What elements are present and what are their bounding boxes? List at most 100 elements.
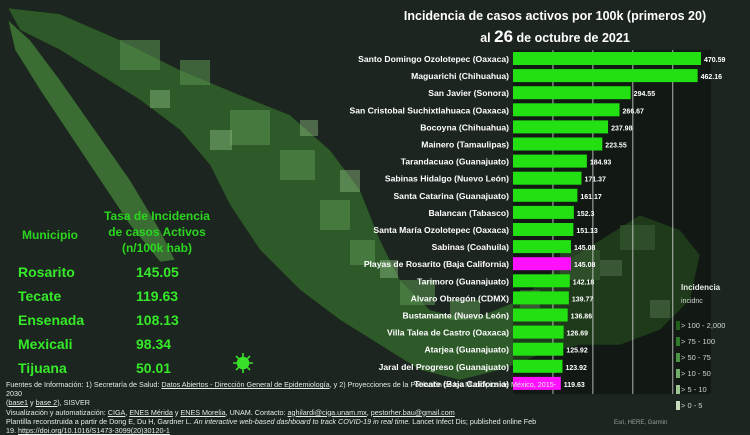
- table-row-name: Mexicali: [18, 336, 73, 352]
- chart-category-label: San Javier (Sonora): [428, 88, 509, 98]
- sources-line-2: (base1 y base 2), SISVER: [6, 398, 90, 408]
- chart-category-label: Villa Talea de Castro (Oaxaca): [387, 328, 509, 338]
- chart-value-label: 223.55: [605, 143, 627, 150]
- legend-item: > 75 - 100: [681, 337, 715, 346]
- sources-line-3: Visualización y automatización: CIGA, EN…: [6, 408, 566, 417]
- sources-link-base1[interactable]: base1: [8, 398, 28, 408]
- chart-value-label: 139.77: [572, 296, 594, 303]
- chart-value-label: 152.3: [577, 211, 595, 218]
- chart-title-line2: al 26 de octubre de 2021: [370, 27, 740, 47]
- chart-bar: [513, 154, 587, 168]
- legend-subtitle: incidnc: [681, 298, 703, 305]
- sources-link-email-1[interactable]: aghilardi@ciga.unam.mx: [287, 407, 367, 417]
- chart-category-label: Mainero (Tamaulipas): [421, 140, 509, 150]
- chart-bar: [513, 291, 569, 305]
- chart-category-label: Santa María Ozolotepec (Oaxaca): [373, 225, 509, 235]
- chart-category-label: Tarimoro (Guanajuato): [417, 276, 509, 286]
- chart-value-label: 237.98: [611, 125, 633, 132]
- sources-text: y: [28, 398, 36, 408]
- chart-bar: [513, 359, 563, 373]
- chart-bar: [513, 308, 568, 322]
- chart-category-label: Tecate (Baja California): [414, 379, 509, 389]
- title-prefix: al: [480, 31, 491, 45]
- table-row-name: Rosarito: [18, 264, 75, 280]
- baja-california-summary-table: Municipio Tasa de Incidencia de casos Ac…: [2, 196, 222, 376]
- chart-bar: [513, 342, 564, 356]
- virus-icon: [233, 353, 253, 373]
- sources-link-datos-abiertos[interactable]: Datos Abiertos - Dirección General de Ep…: [161, 380, 330, 389]
- table-row-name: Tijuana: [18, 360, 67, 376]
- sources-link-base2[interactable]: base 2: [35, 398, 58, 408]
- table-header-municipio: Municipio: [22, 228, 78, 242]
- chart-value-label: 145.08: [574, 245, 596, 252]
- chart-category-label: Santa Catarina (Guanajuato): [393, 191, 509, 201]
- legend-item: > 50 - 75: [681, 353, 711, 362]
- legend-item: > 0 - 5: [681, 401, 703, 410]
- sources-text: 19.: [6, 426, 18, 435]
- chart-value-label: 151.13: [576, 228, 598, 235]
- sources-text: ), SISVER: [57, 398, 90, 408]
- legend-swatch: [676, 369, 680, 378]
- legend-item: > 10 - 50: [681, 369, 711, 378]
- chart-bar: [513, 137, 603, 151]
- chart-bar: [513, 171, 582, 185]
- chart-bar: [513, 52, 701, 65]
- chart-bar: [513, 205, 574, 219]
- table-row-value: 50.01: [136, 360, 172, 376]
- chart-bar: [513, 69, 698, 83]
- chart-bar: [513, 376, 561, 390]
- chart-value-label: 266.67: [623, 108, 645, 115]
- table-row-value: 108.13: [136, 312, 179, 328]
- chart-category-label: Bustamante (Nuevo León): [403, 311, 510, 321]
- legend-title: Incidencia: [681, 283, 721, 292]
- table-header-incidence-line2: de casos Activos: [108, 225, 206, 239]
- sources-line-5: 19. https://doi.org/10.1016/S1473-3099(2…: [6, 426, 566, 435]
- table-header-incidence-line3: (n/100k hab): [121, 241, 193, 255]
- legend-item: > 100 - 2,000: [681, 321, 726, 330]
- sources-line-4: Plantilla reconstruida a partir de Dong …: [6, 417, 566, 426]
- legend-swatch: [676, 401, 680, 410]
- sources-link-doi[interactable]: https://doi.org/10.1016/S1473-3099(20)30…: [18, 426, 170, 435]
- chart-category-label: San Cristobal Suchixtlahuaca (Oaxaca): [349, 105, 509, 115]
- sources-link-email-2[interactable]: pestorher.bau@gmail.com: [370, 407, 455, 417]
- table-row-name: Ensenada: [18, 312, 85, 328]
- sources-text: , y 2) Proyecciones de la Población de l…: [6, 380, 557, 399]
- legend-item: > 5 - 10: [681, 385, 707, 394]
- chart-value-label: 161.17: [580, 194, 602, 201]
- map-legend: Incidencia incidnc > 100 - 2,000 > 75 - …: [676, 283, 750, 413]
- sources-text: Visualización y automatización:: [6, 407, 108, 417]
- municipality-patches: [120, 40, 655, 320]
- chart-value-label: 470.59: [704, 57, 726, 64]
- chart-value-label: 123.92: [566, 365, 588, 372]
- sources-text: Fuentes de Información: 1) Secretaría de…: [6, 380, 162, 389]
- sources-footer: Fuentes de Información: 1) Secretaría de…: [6, 380, 566, 435]
- table-row-value: 145.05: [136, 264, 179, 280]
- mexico-mainland-shape: [7, 7, 701, 381]
- legend-swatch: [676, 385, 680, 394]
- chart-category-label: Balancan (Tabasco): [428, 208, 509, 218]
- chart-bar: [513, 188, 578, 202]
- chart-bar: [513, 103, 620, 117]
- chart-value-label: 126.69: [567, 331, 589, 338]
- chart-bar: [513, 325, 564, 339]
- chart-value-label: 125.92: [566, 348, 588, 355]
- chart-value-label: 171.37: [584, 177, 606, 184]
- title-suffix: de octubre de 2021: [516, 31, 630, 45]
- sources-link-enes-morelia[interactable]: ENES Morelia: [180, 407, 226, 417]
- sources-link-ciga[interactable]: CIGA: [107, 407, 126, 417]
- legend-swatch: [676, 321, 680, 330]
- sources-text: ,: [366, 407, 371, 417]
- sources-line-1: Fuentes de Información: 1) Secretaría de…: [6, 380, 566, 398]
- sources-text: ,: [125, 407, 130, 417]
- chart-category-label: Sabinas (Coahuila): [432, 242, 509, 252]
- table-row-value: 119.63: [136, 288, 179, 304]
- chart-bar: [513, 86, 631, 100]
- table-header-incidence: Tasa de Incidencia de casos Activos (n/1…: [98, 208, 216, 256]
- sources-text: Lancet Infect Dis; published online Feb: [410, 416, 537, 426]
- chart-category-label: Atarjea (Guanajuato): [424, 345, 509, 355]
- chart-title-line1: Incidencia de casos activos por 100k (pr…: [403, 9, 707, 23]
- sources-link-enes-merida[interactable]: ENES Mérida: [129, 407, 173, 417]
- chart-bar: [513, 223, 574, 236]
- chart-category-label: Santo Domingo Ozolotepec (Oaxaca): [358, 54, 509, 64]
- chart-value-label: 136.86: [571, 314, 593, 321]
